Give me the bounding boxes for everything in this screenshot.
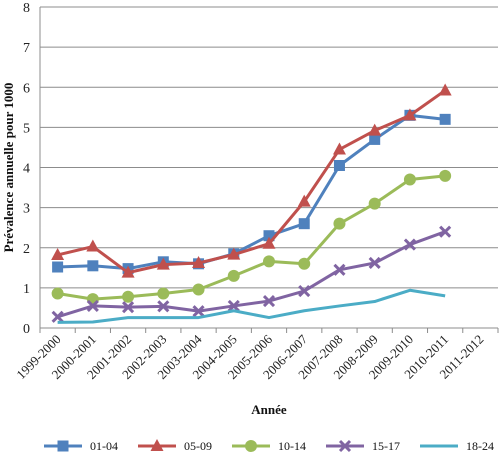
data-point: [439, 225, 452, 238]
data-point: [122, 290, 135, 303]
data-point: [51, 247, 65, 260]
series-15-17: [51, 225, 452, 323]
data-point: [403, 108, 417, 121]
data-point: [297, 194, 311, 207]
y-tick-label: 8: [23, 1, 30, 16]
data-point: [403, 238, 416, 251]
data-point: [439, 113, 451, 125]
series-line: [57, 113, 446, 271]
data-point: [333, 263, 346, 276]
data-point: [333, 217, 346, 230]
legend-label: 10-14: [278, 439, 306, 453]
marker-stroke: [298, 285, 311, 298]
data-point: [439, 169, 452, 182]
marker-stroke: [403, 238, 416, 251]
legend-label: 05-09: [184, 439, 212, 453]
data-point: [263, 230, 275, 242]
data-point: [368, 256, 381, 270]
data-point: [192, 255, 206, 268]
data-point: [121, 265, 135, 278]
y-tick-label: 2: [23, 242, 30, 257]
data-point: [262, 295, 276, 308]
y-tick-label: 1: [23, 282, 30, 297]
data-point: [227, 299, 240, 312]
data-point: [156, 257, 170, 270]
legend-item: 18-24: [420, 439, 494, 453]
series-10-14: [51, 169, 452, 306]
y-tick-label: 0: [23, 322, 30, 337]
y-tick-label: 6: [23, 81, 30, 96]
data-point: [298, 257, 311, 270]
x-axis-title: Année: [251, 402, 287, 417]
data-point: [51, 287, 64, 300]
data-point: [298, 285, 311, 298]
marker-stroke: [227, 299, 240, 312]
legend-label: 01-04: [90, 439, 118, 453]
legend-label: 15-17: [372, 439, 400, 453]
data-point: [263, 255, 275, 268]
data-point: [157, 300, 170, 313]
y-tick-label: 4: [23, 162, 30, 177]
data-point: [86, 299, 99, 312]
data-point: [227, 269, 240, 282]
legend-marker: [57, 440, 69, 452]
data-point: [51, 310, 64, 323]
legend: 01-04 05-09 10-14 15-17 18-24: [44, 439, 494, 453]
data-point: [87, 260, 99, 272]
data-point: [368, 123, 382, 136]
data-point: [403, 173, 416, 186]
series-18-24: [57, 288, 446, 324]
data-point: [52, 261, 64, 273]
series-line: [57, 288, 446, 324]
marker-stroke: [338, 439, 352, 453]
marker-stroke: [262, 295, 276, 308]
data-point: [369, 133, 381, 145]
series-line: [57, 89, 447, 275]
legend-marker: [150, 439, 164, 451]
series-line: [57, 174, 446, 301]
data-point: [157, 287, 170, 300]
legend-item: 01-04: [44, 439, 118, 453]
marker-stroke: [86, 299, 99, 312]
gridlines: [40, 6, 498, 289]
legend-marker: [245, 440, 257, 452]
data-point: [192, 283, 205, 296]
y-tick-label: 7: [23, 41, 30, 56]
series-05-09: [51, 83, 452, 278]
legend-marker: [338, 439, 352, 453]
series-line: [57, 230, 446, 319]
data-point: [227, 247, 241, 260]
marker-stroke: [157, 300, 170, 313]
data-point: [333, 159, 345, 171]
marker-stroke: [51, 310, 64, 323]
legend-item: 10-14: [232, 439, 306, 453]
marker-stroke: [368, 256, 381, 270]
marker-stroke: [192, 305, 205, 318]
data-point: [332, 142, 346, 155]
legend-label: 18-24: [466, 439, 494, 453]
marker-stroke: [333, 263, 346, 276]
data-point: [368, 197, 381, 210]
data-point: [298, 218, 310, 230]
data-point: [438, 83, 452, 96]
data-point: [262, 236, 276, 249]
y-axis-title: Prévalence annuelle pour 1000: [1, 83, 16, 253]
marker-stroke: [122, 301, 135, 314]
legend-item: 15-17: [326, 439, 400, 453]
data-point: [86, 239, 100, 252]
data-point: [192, 305, 205, 318]
y-tick-label: 5: [23, 121, 30, 136]
y-tick-label: 3: [23, 202, 30, 217]
marker-stroke: [439, 225, 452, 238]
legend-item: 05-09: [138, 439, 212, 453]
data-point: [122, 301, 135, 314]
